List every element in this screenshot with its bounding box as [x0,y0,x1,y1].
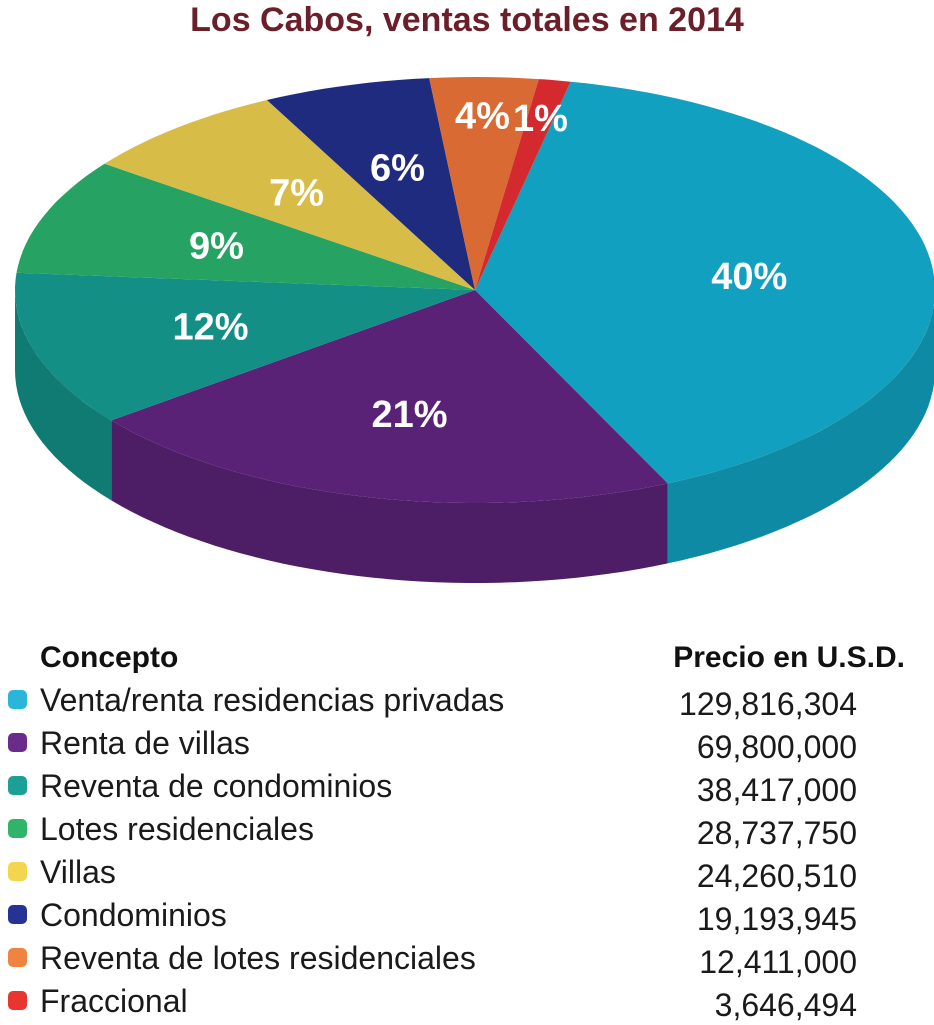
legend-price: 19,193,945 [696,901,857,937]
legend-price: 12,411,000 [699,944,857,980]
legend-header-concept: Concepto [40,641,179,674]
pie-side-venta-renta-residencias-privadas [667,303,934,564]
legend-price: 24,260,510 [696,858,857,894]
legend-price: 3,646,494 [714,987,857,1023]
pie-label-villas: 7% [269,173,324,215]
legend-concept: Reventa de condominios [40,768,393,804]
pie-label-venta-renta-residencias-privadas: 40% [711,256,787,298]
pie-label-lotes-residenciales: 9% [189,225,244,267]
legend-concept: Condominios [40,897,227,933]
pie-side-reventa-de-condominios [15,290,112,501]
legend-concept: Renta de villas [40,725,250,761]
pie-slice-venta-renta-residencias-privadas [475,81,934,484]
legend-concept: Fraccional [40,983,188,1019]
legend-row-reventa-de-condominios: Reventa de condominios 38,417,000 [0,767,934,810]
pie-slice-condominios [266,78,475,290]
pie-label-reventa-de-lotes-residenciales: 4% [455,95,510,137]
legend-swatch [8,948,27,967]
legend-swatch [8,733,27,752]
legend-row-villas: Villas 24,260,510 [0,853,934,896]
pie-side-renta-de-villas [111,420,668,583]
legend-concept: Reventa de lotes residenciales [40,940,476,976]
legend-price: 69,800,000 [696,729,857,765]
pie-slice-fraccional [475,79,571,290]
pie-sides [15,290,934,583]
pie-label-reventa-de-condominios: 12% [172,306,248,348]
legend-row-reventa-de-lotes-residenciales: Reventa de lotes residenciales 12,411,000 [0,939,934,982]
legend-row-condominios: Condominios 19,193,945 [0,896,934,939]
legend-swatch [8,776,27,795]
legend-row-lotes-residenciales: Lotes residenciales 28,737,750 [0,810,934,853]
pie-slice-reventa-de-condominios [15,272,475,421]
legend-price: 129,816,304 [679,686,857,722]
legend-row-fraccional: Fraccional 3,646,494 [0,982,934,1025]
pie-labels: 40% 21% 12% 9% 7% 6% 4% 1% [172,95,787,436]
legend-swatch [8,991,27,1010]
legend-swatch [8,862,27,881]
legend-row-venta-renta-residencias-privadas: Venta/renta residencias privadas 129,816,… [0,681,934,724]
chart-title: Los Cabos, ventas totales en 2014 [190,1,744,39]
legend-price: 28,737,750 [696,815,857,851]
legend-row-renta-de-villas: Renta de villas 69,800,000 [0,724,934,767]
pie-tops [15,77,934,503]
pie-slice-villas [104,100,475,290]
legend-header-price: Precio en U.S.D. [673,641,905,674]
legend-concept: Venta/renta residencias privadas [40,682,505,718]
legend-table: Venta/renta residencias privadas 129,816,… [0,681,934,1025]
pie-slice-renta-de-villas [111,290,668,503]
pie-chart: 40% 21% 12% 9% 7% 6% 4% 1% [15,77,934,583]
legend-swatch [8,690,27,709]
pie-slice-reventa-de-lotes-residenciales [429,77,539,290]
pie-label-condominios: 6% [370,147,425,189]
pie-slice-lotes-residenciales [16,163,475,290]
pie-label-fraccional: 1% [513,98,568,140]
legend-swatch [8,905,27,924]
legend-swatch [8,819,27,838]
legend-concept: Lotes residenciales [40,811,314,847]
legend-price: 38,417,000 [696,772,857,808]
legend-concept: Villas [40,854,116,890]
pie-label-renta-de-villas: 21% [371,394,447,436]
